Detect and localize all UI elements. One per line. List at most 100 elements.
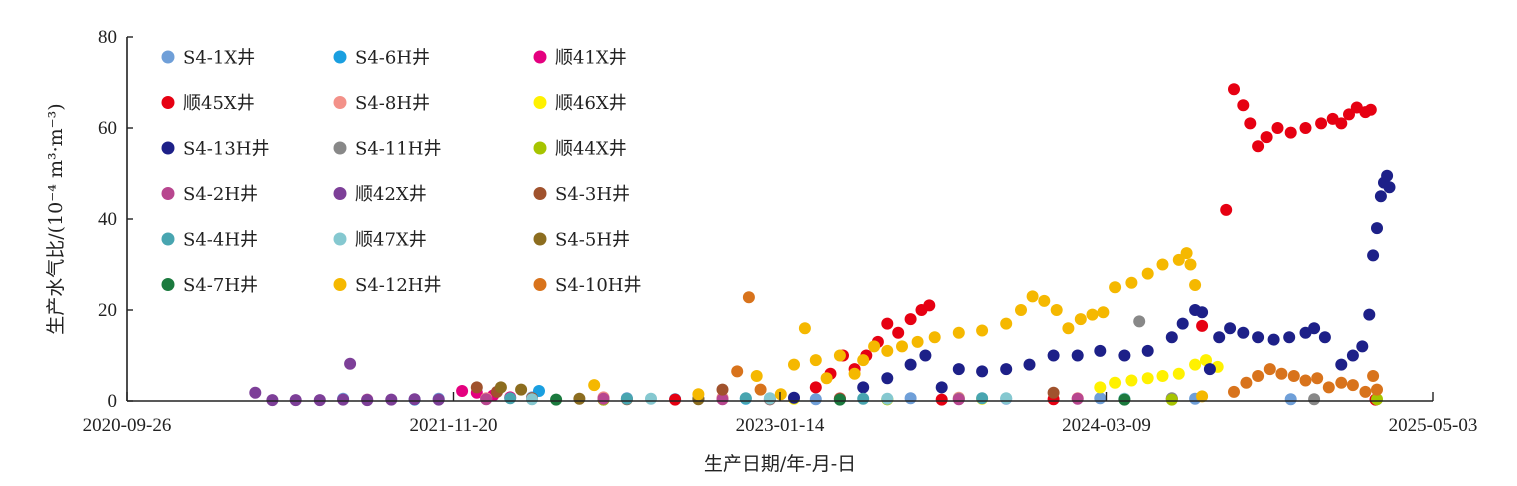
data-point [809,354,822,367]
data-point [904,358,917,371]
data-point [1371,393,1383,406]
y-tick-label: 40 [98,209,117,230]
data-point [1109,281,1122,294]
data-point [550,393,563,406]
data-point [1213,331,1226,344]
legend-item: S4-7H井 [161,275,258,296]
data-point [249,386,262,399]
data-point [1180,247,1193,260]
legend-marker [333,187,347,200]
data-point [1311,372,1324,385]
legend-item: S4-1X井 [161,48,255,69]
data-point [1299,122,1312,134]
legend-item: 顺47X井 [333,230,427,251]
data-point [1094,392,1107,405]
legend-item: 顺45X井 [161,93,255,114]
legend-item: S4-11H井 [333,139,441,160]
data-point [1086,308,1099,321]
data-point [976,324,989,337]
y-axis-title: 生产水气比/(10⁻⁴ m³·m⁻³) [45,103,67,334]
data-point [1318,331,1331,344]
data-point [1196,306,1209,319]
data-point [1189,279,1202,291]
x-tick-label: 2023-01-14 [736,415,825,436]
legend-label: S4-6H井 [355,48,430,69]
data-point [774,388,787,401]
series-4 [669,83,1382,406]
y-tick-label: 0 [108,391,118,412]
data-point [976,392,989,405]
data-point [504,392,517,405]
legend-item: 顺42X井 [333,184,427,205]
data-point [1196,390,1209,403]
data-point [669,393,682,406]
legend-marker [333,96,347,109]
data-point [344,357,357,370]
data-point [1118,349,1131,362]
data-point [620,392,633,405]
series-18 [731,291,1383,398]
data-point [911,335,924,348]
data-point [1335,117,1348,130]
data-point [1141,344,1154,357]
data-point [573,392,586,405]
data-point [1184,258,1197,271]
data-point [1000,317,1013,330]
data-point [1023,358,1036,371]
data-point [1047,386,1060,399]
data-point [1133,315,1146,328]
data-point [470,381,483,394]
data-point [716,383,729,396]
data-point [480,393,493,406]
data-point [1252,331,1265,344]
legend-label: 顺44X井 [555,139,627,160]
data-point [952,363,965,376]
data-point [1252,140,1265,153]
data-point [1165,393,1178,406]
data-point [892,326,905,339]
data-point [1026,290,1039,303]
data-point [1200,354,1212,367]
data-point [1156,258,1169,271]
data-point [1094,344,1107,357]
data-point [750,370,763,382]
data-point [1284,126,1297,139]
x-tick-label: 2025-05-03 [1389,415,1478,436]
data-point [1141,267,1154,280]
legend-item: S4-13H井 [161,139,269,160]
series-7 [692,169,1396,405]
data-point [1244,117,1257,130]
data-point [716,393,729,406]
legend-marker [161,278,175,291]
data-point [857,381,870,394]
data-point [1308,322,1321,335]
data-point [1322,381,1335,394]
legend-label: 顺42X井 [355,184,427,205]
data-point [742,291,755,304]
data-point [1071,349,1084,362]
legend-marker [333,278,347,291]
data-point [976,365,989,378]
legend-marker [533,278,547,291]
data-point [1381,169,1394,182]
legend-label: S4-7H井 [183,275,258,296]
data-point [881,372,894,385]
data-point [1050,304,1063,316]
data-point [1125,374,1138,387]
data-point [881,317,894,330]
data-point [1359,385,1372,398]
data-point [731,365,744,378]
legend-marker [333,232,347,246]
data-point [809,393,822,406]
data-point [1240,376,1253,389]
data-point [1125,276,1138,289]
legend-item: S4-10H井 [533,275,641,296]
data-point [1156,370,1169,382]
legend-marker [161,141,175,155]
legend-item: S4-12H井 [333,275,441,296]
series-17 [588,247,1209,403]
legend-label: S4-10H井 [555,275,641,296]
legend-item: S4-4H井 [161,230,258,251]
